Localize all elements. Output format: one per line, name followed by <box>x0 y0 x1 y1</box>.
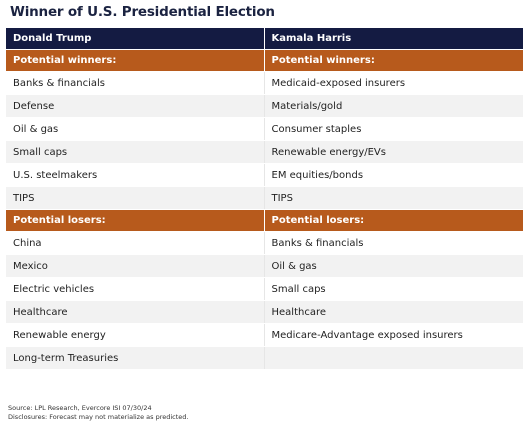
table-row: Healthcare Healthcare <box>6 300 523 324</box>
table-cell: Oil & gas <box>6 117 264 141</box>
disclosure-note: Disclosures: Forecast may not materializ… <box>8 413 189 421</box>
table-row: U.S. steelmakers EM equities/bonds <box>6 163 523 187</box>
table-row: Renewable energy Medicare-Advantage expo… <box>6 323 523 347</box>
table-cell: Medicaid-exposed insurers <box>263 71 523 95</box>
table-cell: Renewable energy/EVs <box>263 140 523 164</box>
table-cell: Consumer staples <box>263 117 523 141</box>
table-cell: Banks & financials <box>6 71 264 95</box>
table-row: Mexico Oil & gas <box>6 254 523 278</box>
column-header-trump: Donald Trump <box>6 28 264 50</box>
section-label-winners-trump: Potential winners: <box>6 49 264 72</box>
table-row: Small caps Renewable energy/EVs <box>6 140 523 164</box>
table-cell: Renewable energy <box>6 323 264 347</box>
table-cell: Small caps <box>6 140 264 164</box>
table-row: China Banks & financials <box>6 231 523 255</box>
page-title: Winner of U.S. Presidential Election <box>10 4 275 20</box>
election-table: Donald Trump Kamala Harris Potential win… <box>6 28 523 370</box>
table-cell: TIPS <box>6 186 264 210</box>
column-header-harris: Kamala Harris <box>263 28 523 50</box>
table-cell: U.S. steelmakers <box>6 163 264 187</box>
table-cell: Healthcare <box>6 300 264 324</box>
table-row: TIPS TIPS <box>6 186 523 210</box>
table-row: Electric vehicles Small caps <box>6 277 523 301</box>
table-cell: EM equities/bonds <box>263 163 523 187</box>
table-cell: Healthcare <box>263 300 523 324</box>
table-cell: TIPS <box>263 186 523 210</box>
table-cell: Medicare-Advantage exposed insurers <box>263 323 523 347</box>
table-cell: Defense <box>6 94 264 118</box>
section-row-winners: Potential winners: Potential winners: <box>6 49 523 72</box>
section-label-losers-harris: Potential losers: <box>263 209 523 232</box>
table-header-row: Donald Trump Kamala Harris <box>6 28 523 50</box>
section-row-losers: Potential losers: Potential losers: <box>6 209 523 232</box>
table-cell: Materials/gold <box>263 94 523 118</box>
table-cell: Mexico <box>6 254 264 278</box>
table-row: Banks & financials Medicaid-exposed insu… <box>6 71 523 95</box>
table-cell: Oil & gas <box>263 254 523 278</box>
table-row: Oil & gas Consumer staples <box>6 117 523 141</box>
table-row: Long-term Treasuries <box>6 346 523 370</box>
table-cell <box>263 346 523 370</box>
table-cell: China <box>6 231 264 255</box>
table-cell: Long-term Treasuries <box>6 346 264 370</box>
section-label-winners-harris: Potential winners: <box>263 49 523 72</box>
section-label-losers-trump: Potential losers: <box>6 209 264 232</box>
table-cell: Small caps <box>263 277 523 301</box>
table-row: Defense Materials/gold <box>6 94 523 118</box>
source-note: Source: LPL Research, Evercore ISI 07/30… <box>8 404 152 412</box>
table-cell: Electric vehicles <box>6 277 264 301</box>
footer: Source: LPL Research, Evercore ISI 07/30… <box>8 404 189 422</box>
table-cell: Banks & financials <box>263 231 523 255</box>
